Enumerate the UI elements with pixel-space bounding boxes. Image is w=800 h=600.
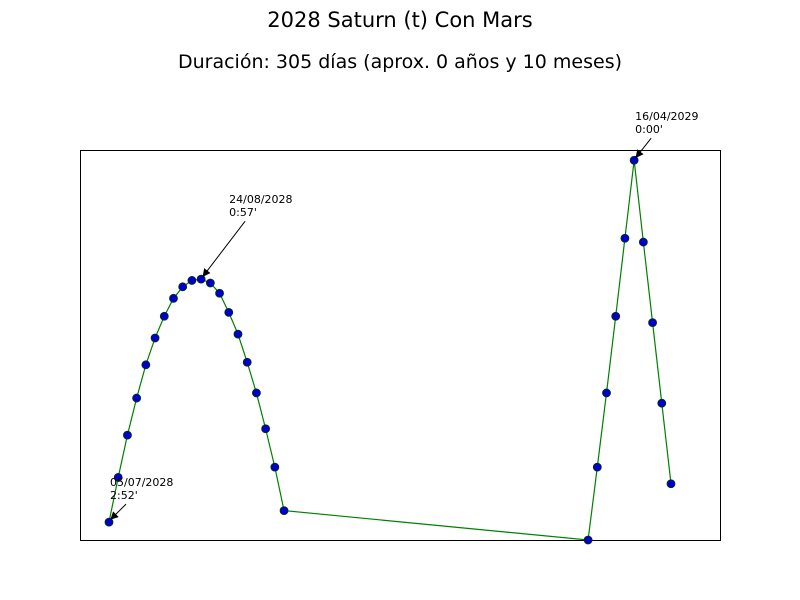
annotation-date: 05/07/2028 (110, 476, 173, 489)
annotation-value: 0:57' (229, 206, 257, 219)
data-point (178, 282, 188, 292)
annotation-value: 0:00' (635, 123, 663, 136)
data-point (611, 311, 621, 321)
annotation-arrow (110, 503, 127, 520)
data-point (602, 388, 611, 398)
data-point (233, 329, 243, 339)
annotation-arrow (635, 137, 652, 159)
chart-subtitle: Duración: 305 días (aprox. 0 años y 10 m… (177, 51, 623, 73)
data-point (123, 430, 132, 440)
data-point (159, 311, 169, 321)
annotation-arrow (202, 220, 246, 277)
data-point (261, 424, 271, 434)
data-point (270, 462, 280, 472)
annotation-value: 2:52' (110, 489, 138, 502)
data-point (141, 360, 151, 370)
data-point (629, 155, 639, 165)
data-point (215, 288, 224, 298)
data-point (657, 398, 667, 408)
data-point (666, 479, 676, 489)
data-point (252, 388, 261, 398)
data-point (279, 506, 289, 515)
series-points (104, 155, 676, 545)
annotation-date: 16/04/2029 (635, 110, 698, 123)
plot-area-frame (80, 150, 721, 541)
data-point (104, 517, 114, 527)
data-point (648, 318, 657, 328)
data-point (242, 357, 252, 367)
data-point (205, 278, 215, 288)
data-point (620, 233, 630, 243)
data-point (638, 237, 648, 247)
chart-title: 2028 Saturn (t) Con Mars (267, 8, 533, 32)
data-point (113, 472, 123, 482)
data-point (224, 307, 234, 317)
data-point (169, 293, 178, 303)
data-point (196, 274, 206, 284)
data-point (132, 393, 142, 403)
annotation-date: 24/08/2028 (229, 193, 292, 206)
series-lines (108, 160, 672, 541)
series-line (108, 160, 672, 541)
data-point (583, 535, 593, 545)
data-point (150, 333, 160, 343)
data-point (592, 462, 602, 472)
data-point (187, 276, 197, 285)
